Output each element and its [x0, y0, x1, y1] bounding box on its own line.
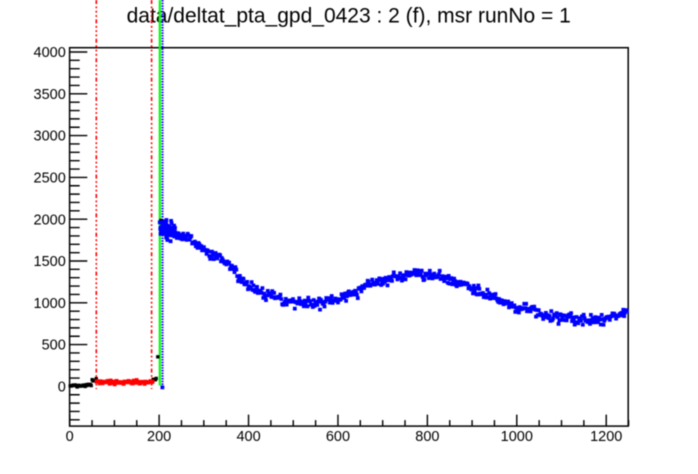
svg-text:1200: 1200 — [590, 429, 622, 445]
svg-text:4000: 4000 — [34, 45, 66, 61]
svg-text:1000: 1000 — [501, 429, 533, 445]
svg-text:0: 0 — [58, 379, 66, 395]
svg-text:500: 500 — [42, 338, 66, 354]
svg-text:2500: 2500 — [34, 170, 66, 186]
svg-text:2000: 2000 — [34, 212, 66, 228]
svg-text:1500: 1500 — [34, 254, 66, 270]
svg-text:0: 0 — [66, 429, 74, 445]
svg-text:1000: 1000 — [34, 296, 66, 312]
svg-text:400: 400 — [236, 429, 260, 445]
svg-text:3500: 3500 — [34, 87, 66, 103]
svg-text:600: 600 — [326, 429, 350, 445]
svg-text:3000: 3000 — [34, 129, 66, 145]
svg-text:800: 800 — [415, 429, 439, 445]
svg-text:200: 200 — [147, 429, 171, 445]
svg-text:data/deltat_pta_gpd_0423 : 2 (: data/deltat_pta_gpd_0423 : 2 (f), msr ru… — [127, 5, 571, 28]
